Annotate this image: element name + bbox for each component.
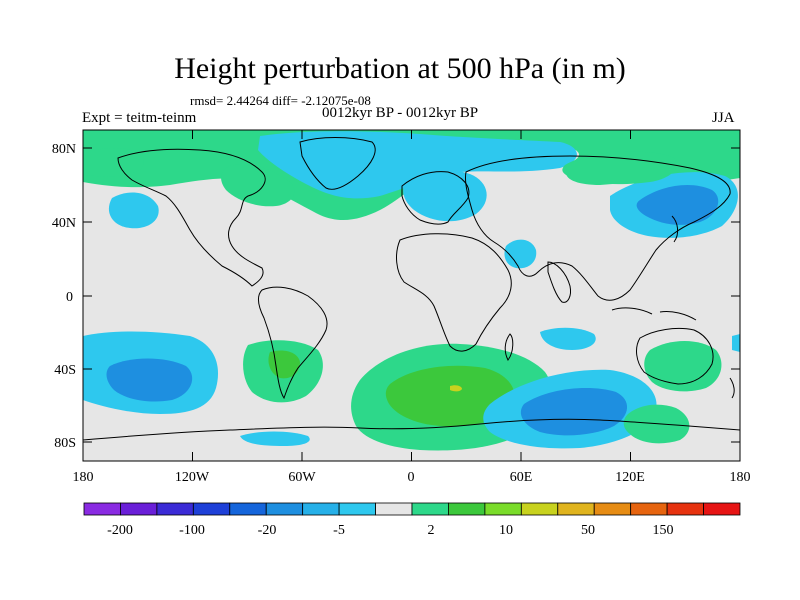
colorbar-segment-12 xyxy=(520,502,559,516)
colorbar-segment-17 xyxy=(703,502,741,516)
field-aus-mint xyxy=(644,341,722,392)
colorbar-segment-2 xyxy=(156,502,194,516)
field-southocean-yellow xyxy=(450,385,462,392)
stats-label: rmsd= 2.44264 diff= -2.12075e-08 xyxy=(190,93,371,108)
coast-asia xyxy=(465,155,731,301)
field-pacific-cyan xyxy=(108,192,159,229)
coast-madagascar xyxy=(504,333,514,361)
coast-africa xyxy=(396,233,512,352)
coast-antarctica xyxy=(83,418,740,441)
field-siberia-mint xyxy=(562,151,677,185)
coastlines xyxy=(83,137,740,441)
map-title: Height perturbation at 500 hPa (in m) xyxy=(174,52,626,85)
colorbar-segment-14 xyxy=(593,502,632,516)
lon-label-180e: 180 xyxy=(730,470,751,485)
field-indian-blue xyxy=(520,388,628,436)
colorbar-label-neg200: -200 xyxy=(107,523,133,538)
field-greenland-cyan xyxy=(258,131,577,199)
lat-label-80s: 80S xyxy=(54,436,76,451)
colorbar-label-2: 2 xyxy=(428,523,435,538)
coast-japan xyxy=(671,215,679,243)
lon-label-60e: 60E xyxy=(510,470,533,485)
lon-label-120e: 120E xyxy=(615,470,645,485)
colorbar-labels: -200 -100 -20 -5 2 10 50 150 xyxy=(107,523,673,538)
field-canada-mint xyxy=(221,163,295,207)
colorbar-segment-15 xyxy=(630,502,668,516)
lon-label-120w: 120W xyxy=(175,470,210,485)
field-asia-blue xyxy=(636,185,719,225)
colorbar-segment-8 xyxy=(375,502,413,516)
season-label: JJA xyxy=(712,110,735,126)
colorbar-segment-6 xyxy=(302,502,340,516)
colorbar-segment-5 xyxy=(265,502,304,516)
field-satlantic-cyan xyxy=(540,327,596,350)
colorbar-label-neg20: -20 xyxy=(258,523,277,538)
colorbar-label-50: 50 xyxy=(581,523,595,538)
lon-axis xyxy=(82,130,631,461)
field-spacific-blue xyxy=(106,358,193,402)
lat-axis xyxy=(83,147,740,443)
period-label: 0012kyr BP - 0012kyr BP xyxy=(321,105,479,121)
coast-new-zealand xyxy=(729,377,735,399)
lon-label-60w: 60W xyxy=(288,470,316,485)
coast-south-america xyxy=(257,286,328,400)
colorbar-segment-13 xyxy=(557,502,595,516)
colorbar-segment-16 xyxy=(666,502,704,516)
colorbar-label-10: 10 xyxy=(499,523,513,538)
colorbar-segment-9 xyxy=(411,502,449,516)
coast-greenland xyxy=(299,137,376,190)
lon-label-180w: 180 xyxy=(73,470,94,485)
colorbar-segment-7 xyxy=(338,502,376,516)
colorbar-segment-4 xyxy=(229,502,267,516)
coast-north-america xyxy=(117,148,266,287)
colorbar-label-neg5: -5 xyxy=(333,523,345,538)
colorbar-segment-3 xyxy=(192,502,231,516)
colorbar-label-neg100: -100 xyxy=(179,523,205,538)
field-scaribbean-cyan xyxy=(240,431,310,446)
field-layer xyxy=(83,130,740,451)
lat-label-80n: 80N xyxy=(52,142,76,157)
lon-label-0: 0 xyxy=(408,470,415,485)
coast-australia xyxy=(636,327,714,385)
experiment-label: Expt = teitm-teinm xyxy=(82,110,197,126)
field-arabia-cyan xyxy=(504,239,537,269)
coast-europe xyxy=(401,171,470,225)
colorbar-label-150: 150 xyxy=(653,523,674,538)
colorbar-segment-11 xyxy=(484,502,522,516)
lat-label-40n: 40N xyxy=(52,216,76,231)
colorbar xyxy=(83,502,741,516)
field-southocean-green xyxy=(385,365,515,427)
colorbar-segment-0 xyxy=(83,502,121,516)
lat-label-40s: 40S xyxy=(54,363,76,378)
colorbar-segment-1 xyxy=(120,502,158,516)
coast-indonesia xyxy=(611,307,697,321)
coast-india xyxy=(547,261,571,303)
lat-label-0: 0 xyxy=(66,290,73,305)
field-nz-cyan xyxy=(732,334,740,352)
colorbar-segment-10 xyxy=(448,502,486,516)
